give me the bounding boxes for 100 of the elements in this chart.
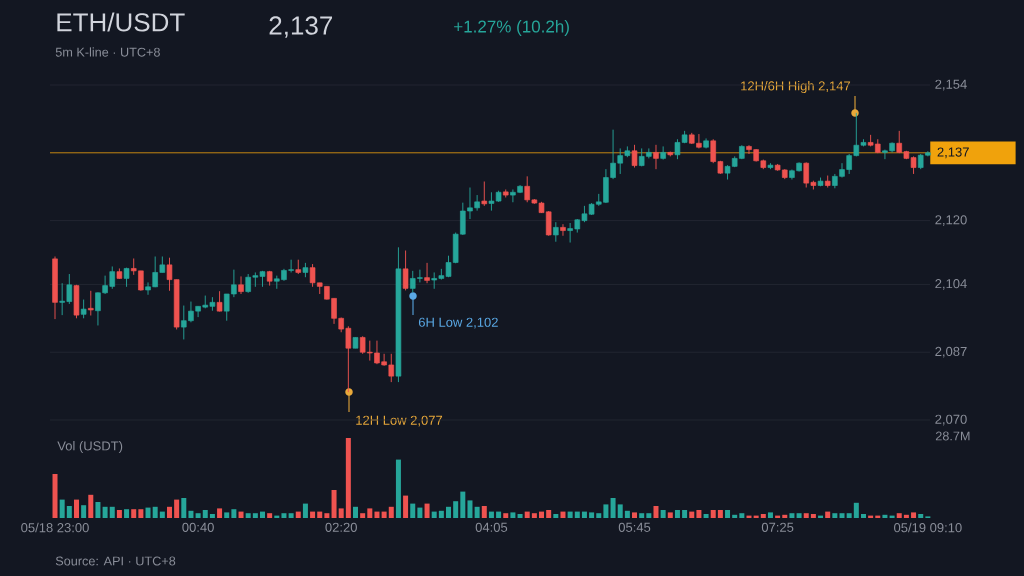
candlestick xyxy=(631,144,638,169)
bar xyxy=(810,514,816,518)
bar xyxy=(81,505,87,518)
bar xyxy=(524,511,530,518)
bar xyxy=(682,510,688,518)
bar xyxy=(417,507,423,518)
bar xyxy=(317,511,323,518)
bar xyxy=(59,499,65,518)
bar xyxy=(281,513,287,518)
bar xyxy=(288,513,294,518)
bar xyxy=(302,503,308,518)
candlestick xyxy=(88,290,94,316)
bar xyxy=(896,513,902,518)
bar xyxy=(310,511,316,518)
x-tick-label: 00:40 xyxy=(182,522,214,532)
bar xyxy=(88,494,94,518)
candlestick xyxy=(424,262,430,284)
bar xyxy=(496,511,502,518)
bar xyxy=(624,510,630,518)
bar xyxy=(767,512,773,518)
bar xyxy=(224,512,230,518)
x-tick-label: 05:45 xyxy=(618,522,651,532)
bar xyxy=(188,510,194,518)
bar xyxy=(109,506,115,518)
x-tick-label: 05/19 09:10 xyxy=(894,522,962,533)
bar xyxy=(259,511,265,518)
bar xyxy=(353,506,359,518)
bar xyxy=(510,512,516,518)
bar xyxy=(145,507,151,518)
y-tick-label: 2,120 xyxy=(935,215,967,226)
candlestick xyxy=(481,181,488,207)
bar xyxy=(102,506,108,518)
bar xyxy=(674,510,680,518)
bar xyxy=(639,513,645,518)
bar xyxy=(796,513,802,518)
bar xyxy=(267,513,273,518)
bar xyxy=(374,511,380,518)
bar xyxy=(438,510,444,518)
candlestick xyxy=(216,290,223,312)
annotation: 6H Low 2,102 xyxy=(418,317,498,329)
bar xyxy=(238,511,244,518)
bar xyxy=(446,506,452,518)
bar xyxy=(560,511,566,518)
chart-subtitle: 5m K-line · UTC+8 xyxy=(55,47,160,57)
candlestick xyxy=(560,223,566,237)
bar xyxy=(531,513,537,518)
text: 28.7M xyxy=(935,431,970,441)
bar xyxy=(825,511,831,518)
bar xyxy=(918,514,924,518)
text: 2,137 xyxy=(269,16,333,38)
bar xyxy=(553,514,559,518)
candlestick xyxy=(653,144,659,170)
bar xyxy=(581,511,587,518)
bar xyxy=(725,510,731,518)
bar xyxy=(474,506,480,518)
bar xyxy=(617,504,623,518)
bar xyxy=(388,506,394,518)
x-tick-label: 02:20 xyxy=(325,522,357,532)
bar xyxy=(460,491,466,518)
bar xyxy=(52,474,58,518)
bar xyxy=(488,511,494,518)
bar xyxy=(231,509,237,518)
bar xyxy=(839,513,845,518)
bar xyxy=(431,511,437,518)
bar xyxy=(574,511,580,518)
bar xyxy=(739,513,745,518)
bar xyxy=(381,511,387,518)
bar xyxy=(503,513,509,518)
bar xyxy=(789,513,795,518)
bar xyxy=(424,503,430,518)
candlestick xyxy=(402,250,409,291)
bar xyxy=(667,512,673,518)
bar xyxy=(853,502,859,518)
x-tick-label: 05/18 23:00 xyxy=(21,522,89,533)
chart-title: Vol (USDT) xyxy=(57,440,123,454)
bar xyxy=(646,513,652,518)
bar xyxy=(481,506,487,518)
bar xyxy=(166,506,172,518)
x-tick-label: 07:25 xyxy=(761,522,794,532)
bar xyxy=(295,511,301,518)
ref-line-label: 2,137 xyxy=(937,147,969,159)
bar xyxy=(138,509,144,518)
bar xyxy=(324,513,330,518)
bar xyxy=(338,508,344,518)
bar xyxy=(331,490,337,518)
bar xyxy=(245,513,251,518)
bar xyxy=(395,459,401,518)
x-tick-label: 04:05 xyxy=(475,522,508,532)
candlestick xyxy=(660,145,666,161)
bar xyxy=(410,503,416,518)
bar xyxy=(152,506,158,518)
bar xyxy=(832,513,838,518)
bar xyxy=(467,500,473,518)
bar xyxy=(252,513,258,518)
bar xyxy=(116,510,122,518)
y-tick-label: 2,154 xyxy=(935,79,967,91)
bar xyxy=(217,508,223,518)
bar xyxy=(653,506,659,518)
bar xyxy=(710,510,716,518)
bar xyxy=(589,512,595,518)
